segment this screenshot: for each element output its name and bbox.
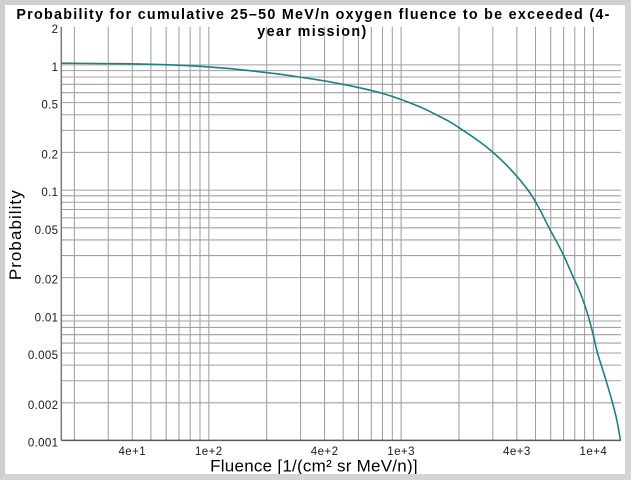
svg-text:0.1: 0.1 (41, 187, 58, 199)
svg-text:2: 2 (52, 24, 59, 36)
svg-text:0.05: 0.05 (35, 225, 59, 237)
svg-text:1e+2: 1e+2 (195, 446, 223, 458)
svg-text:Probability for cumulative 25–: Probability for cumulative 25–50 MeV/n o… (16, 7, 610, 23)
svg-text:0.2: 0.2 (41, 149, 58, 161)
svg-text:year mission): year mission) (257, 24, 367, 40)
svg-text:1e+3: 1e+3 (387, 446, 415, 458)
svg-text:0.005: 0.005 (28, 350, 59, 362)
svg-text:4e+3: 4e+3 (503, 446, 531, 458)
svg-text:0.02: 0.02 (35, 275, 59, 287)
svg-text:Fluence [1/(cm² sr MeV/n)]: Fluence [1/(cm² sr MeV/n)] (210, 457, 418, 476)
svg-text:1e+4: 1e+4 (580, 446, 608, 458)
svg-text:0.01: 0.01 (35, 312, 59, 324)
svg-text:4e+2: 4e+2 (311, 446, 339, 458)
svg-text:0.5: 0.5 (41, 100, 58, 112)
svg-text:Probability: Probability (6, 189, 25, 280)
svg-text:0.001: 0.001 (28, 438, 59, 450)
svg-text:1: 1 (52, 62, 59, 74)
svg-text:4e+1: 4e+1 (118, 446, 146, 458)
svg-text:0.002: 0.002 (28, 400, 59, 412)
